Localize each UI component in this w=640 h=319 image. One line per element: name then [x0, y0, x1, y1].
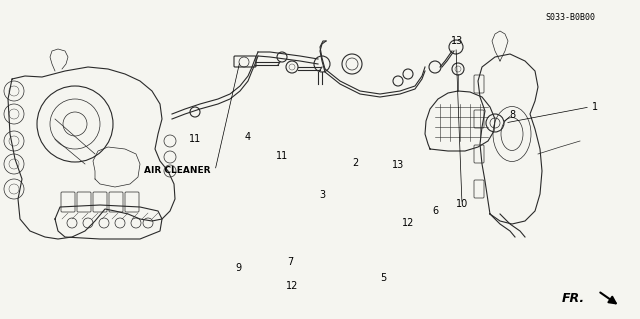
Text: 9: 9 [235, 263, 241, 273]
Text: 8: 8 [509, 110, 515, 120]
Text: 12: 12 [402, 218, 414, 228]
Text: 1: 1 [592, 102, 598, 112]
Text: 11: 11 [276, 151, 288, 161]
Text: S033-B0B00: S033-B0B00 [545, 13, 595, 22]
Text: 12: 12 [286, 280, 298, 291]
Text: FR.: FR. [562, 292, 585, 305]
Text: 6: 6 [432, 205, 438, 216]
Text: 2: 2 [352, 158, 358, 168]
Text: 13: 13 [451, 36, 463, 47]
Text: 13: 13 [392, 160, 404, 170]
Text: 4: 4 [245, 132, 251, 142]
Text: 10: 10 [456, 199, 468, 209]
Text: 3: 3 [319, 189, 325, 200]
Text: AIR CLEANER: AIR CLEANER [143, 166, 210, 175]
Text: 11: 11 [189, 134, 201, 144]
Text: 5: 5 [380, 272, 386, 283]
Text: 7: 7 [287, 256, 293, 267]
